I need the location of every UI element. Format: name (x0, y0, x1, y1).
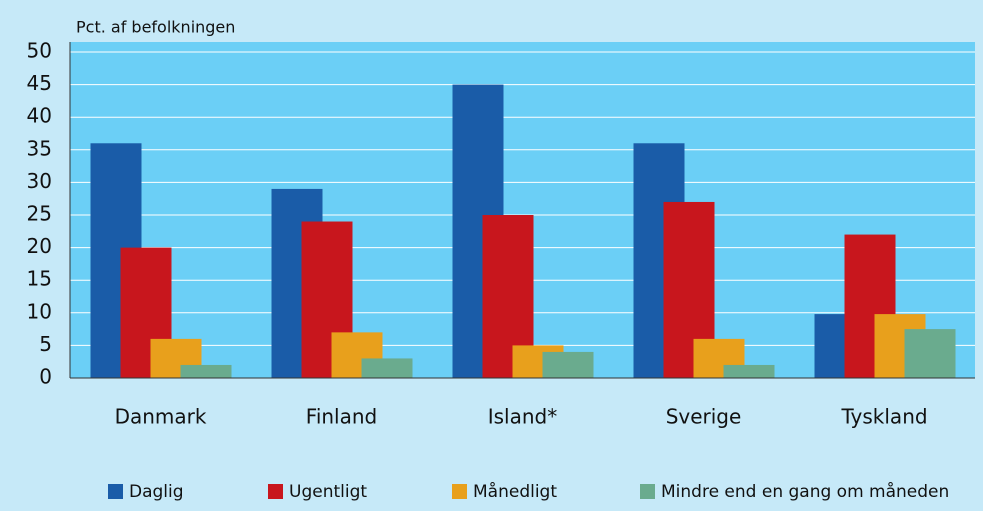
y-tick-label: 30 (27, 169, 52, 193)
x-tick-label: Island* (488, 405, 558, 429)
bar (904, 329, 956, 378)
x-tick-label: Finland (306, 405, 377, 429)
y-tick-label: 5 (39, 332, 52, 356)
y-tick-label: 25 (27, 202, 52, 226)
legend-swatch (268, 484, 283, 499)
y-axis-label: Pct. af befolkningen (76, 18, 235, 37)
y-tick-label: 15 (27, 267, 52, 291)
legend-swatch (108, 484, 123, 499)
legend-label: Ugentligt (289, 482, 367, 502)
bar (542, 351, 594, 378)
x-tick-label: Tyskland (840, 405, 927, 429)
y-tick-label: 20 (27, 234, 52, 258)
y-tick-label: 45 (27, 71, 52, 95)
legend-label: Mindre end en gang om måneden (661, 481, 949, 502)
bar (723, 364, 775, 378)
bar (180, 364, 232, 378)
y-tick-label: 40 (27, 104, 52, 128)
legend-swatch (452, 484, 467, 499)
y-tick-label: 0 (39, 365, 52, 389)
x-tick-label: Sverige (666, 405, 742, 429)
legend-label: Månedligt (473, 481, 557, 502)
y-tick-label: 50 (27, 39, 52, 63)
bar (361, 358, 413, 378)
y-tick-label: 35 (27, 136, 52, 160)
y-tick-label: 10 (27, 299, 52, 323)
x-tick-label: Danmark (115, 405, 207, 429)
legend-swatch (640, 484, 655, 499)
legend-label: Daglig (129, 482, 184, 502)
